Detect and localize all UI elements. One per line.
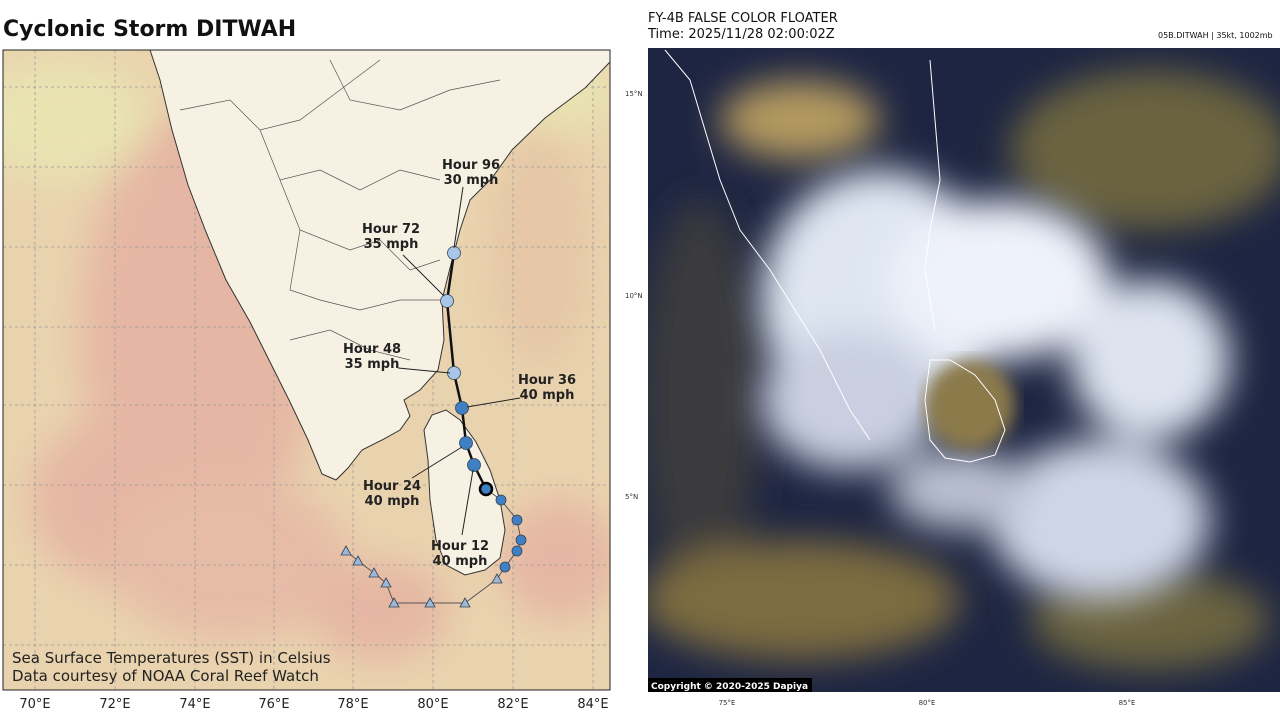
forecast-position	[495, 494, 507, 506]
footnote: Data courtesy of NOAA Coral Reef Watch	[12, 667, 319, 685]
lon-label: 74°E	[179, 697, 210, 712]
lon-label: 78°E	[337, 697, 368, 712]
lon-label: 75°E	[719, 699, 736, 707]
lon-labels: 70°E 72°E 74°E 76°E 78°E 80°E 82°E 84°E	[19, 697, 608, 712]
forecast-position	[511, 514, 523, 526]
leader-line	[461, 469, 474, 536]
lon-label: 80°E	[919, 699, 936, 707]
sat-title: FY-4B FALSE COLOR FLOATER	[648, 11, 838, 26]
past-position	[424, 597, 436, 608]
lon-label: 82°E	[497, 697, 528, 712]
leader-line	[411, 446, 463, 479]
current-position	[478, 481, 494, 497]
lon-label: 72°E	[99, 697, 130, 712]
forecast-position	[455, 401, 469, 415]
forecast-speed: 35 mph	[364, 237, 419, 252]
leader-line	[453, 186, 464, 249]
leader-line	[397, 367, 451, 374]
forecast-speed: 40 mph	[433, 554, 488, 569]
past-position	[380, 577, 392, 588]
sat-axis-labels: 15°N 10°N 5°N 75°E 80°E 85°E	[625, 90, 1135, 707]
lon-label: 80°E	[417, 697, 448, 712]
footnote: Sea Surface Temperatures (SST) in Celsiu…	[12, 649, 331, 667]
copyright: Copyright © 2020-2025 Dapiya	[651, 682, 808, 692]
forecast-position	[467, 458, 481, 472]
forecast-speed: 40 mph	[520, 388, 575, 403]
sat-time: Time: 2025/11/28 02:00:02Z	[647, 27, 835, 42]
map-title: Cyclonic Storm DITWAH	[3, 17, 296, 42]
past-position	[388, 597, 400, 608]
forecast-position	[447, 246, 461, 260]
lat-label: 5°N	[625, 493, 638, 501]
lon-label: 85°E	[1119, 699, 1136, 707]
storm-info: 05B.DITWAH | 35kt, 1002mb	[1158, 31, 1273, 40]
satellite-image: Copyright © 2020-2025 Dapiya	[648, 48, 1280, 692]
forecast-hour: Hour 72	[362, 222, 420, 237]
forecast-position	[499, 561, 511, 573]
forecast-position	[515, 534, 527, 546]
leader-line	[402, 254, 445, 297]
past-position	[368, 567, 380, 578]
forecast-speed: 40 mph	[365, 494, 420, 509]
forecast-position	[511, 545, 523, 557]
past-position	[340, 545, 352, 556]
forecast-hour: Hour 96	[442, 158, 500, 173]
lon-label: 70°E	[19, 697, 50, 712]
forecast-hour: Hour 48	[343, 342, 401, 357]
past-position	[459, 597, 471, 608]
leader-line	[466, 397, 521, 408]
forecast-hour: Hour 36	[518, 373, 576, 388]
lat-label: 15°N	[625, 90, 643, 98]
lon-label: 76°E	[258, 697, 289, 712]
lat-label: 10°N	[625, 292, 643, 300]
lon-label: 84°E	[577, 697, 608, 712]
forecast-speed: 30 mph	[444, 173, 499, 188]
forecast-speed: 35 mph	[345, 357, 400, 372]
forecast-position	[440, 294, 454, 308]
past-position	[352, 555, 364, 566]
forecast-hour: Hour 12	[431, 539, 489, 554]
past-position	[491, 573, 503, 584]
forecast-hour: Hour 24	[363, 479, 421, 494]
forecast-position	[459, 436, 473, 450]
